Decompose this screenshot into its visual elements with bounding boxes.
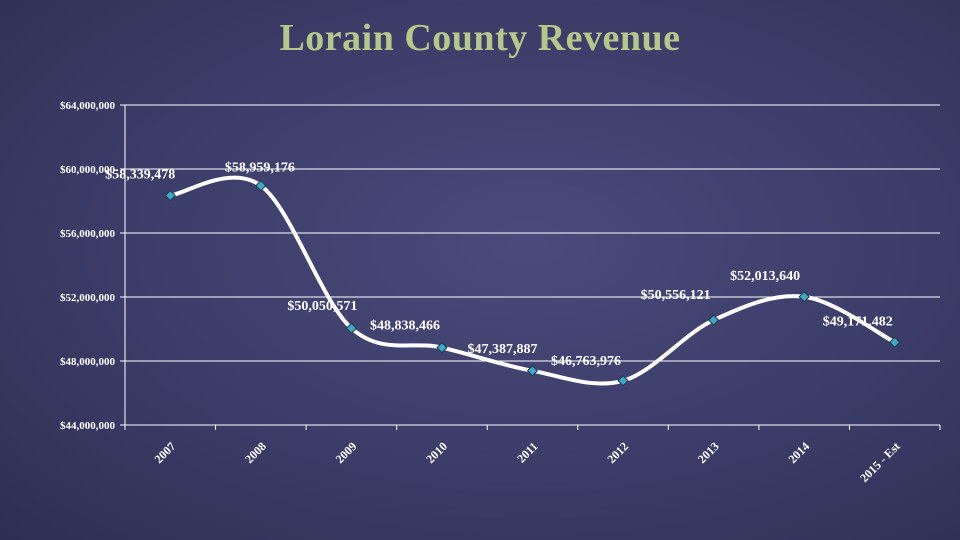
data-label: $50,556,121 xyxy=(641,288,711,303)
y-tick-label: $64,000,000 xyxy=(60,100,116,112)
data-label: $58,959,176 xyxy=(225,161,295,176)
data-point-marker xyxy=(526,365,539,377)
data-label: $46,763,976 xyxy=(551,354,621,369)
series-layer xyxy=(164,175,901,387)
data-label: $48,838,466 xyxy=(370,319,440,334)
data-label: $58,339,478 xyxy=(105,168,175,183)
x-category-label: 2014 xyxy=(785,439,812,466)
data-point-marker xyxy=(798,291,810,303)
label-layer: $58,339,478 $58,959,176 $50,050,571 $48,838… xyxy=(105,161,892,369)
data-point-marker xyxy=(707,314,720,326)
x-category-label: 2009 xyxy=(333,439,360,466)
x-category-label: 2015 - Est xyxy=(857,439,903,485)
data-point-marker xyxy=(345,322,358,334)
y-tick-label: $48,000,000 xyxy=(60,356,116,368)
data-point-marker xyxy=(436,341,448,354)
y-tick-label: $52,000,000 xyxy=(60,292,116,304)
data-point-marker xyxy=(617,375,629,387)
x-category-label: 2013 xyxy=(695,439,722,466)
y-tick-label: $60,000,000 xyxy=(60,164,116,176)
data-point-marker xyxy=(889,336,901,348)
x-category-label: 2010 xyxy=(423,439,450,466)
x-category-label: 2008 xyxy=(242,439,269,466)
data-label: $49,171,482 xyxy=(823,314,893,329)
revenue-line xyxy=(168,175,897,386)
data-point-marker xyxy=(164,189,176,202)
x-category-label: 2007 xyxy=(152,439,179,466)
x-category-label: 2012 xyxy=(604,439,631,466)
y-tick-label: $44,000,000 xyxy=(60,420,116,432)
x-category-label: 2011 xyxy=(514,439,540,465)
data-label: $52,013,640 xyxy=(730,269,800,284)
data-label: $47,387,887 xyxy=(468,342,538,357)
chart-title: Lorain County Revenue xyxy=(279,17,681,59)
axis-layer: $44,000,000 $48,000,000 $52,000,000 $56,000… xyxy=(60,100,941,485)
grid-layer xyxy=(125,104,940,426)
data-point-marker xyxy=(255,179,267,192)
y-tick-label: $56,000,000 xyxy=(60,228,116,240)
data-label: $50,050,571 xyxy=(287,299,357,314)
